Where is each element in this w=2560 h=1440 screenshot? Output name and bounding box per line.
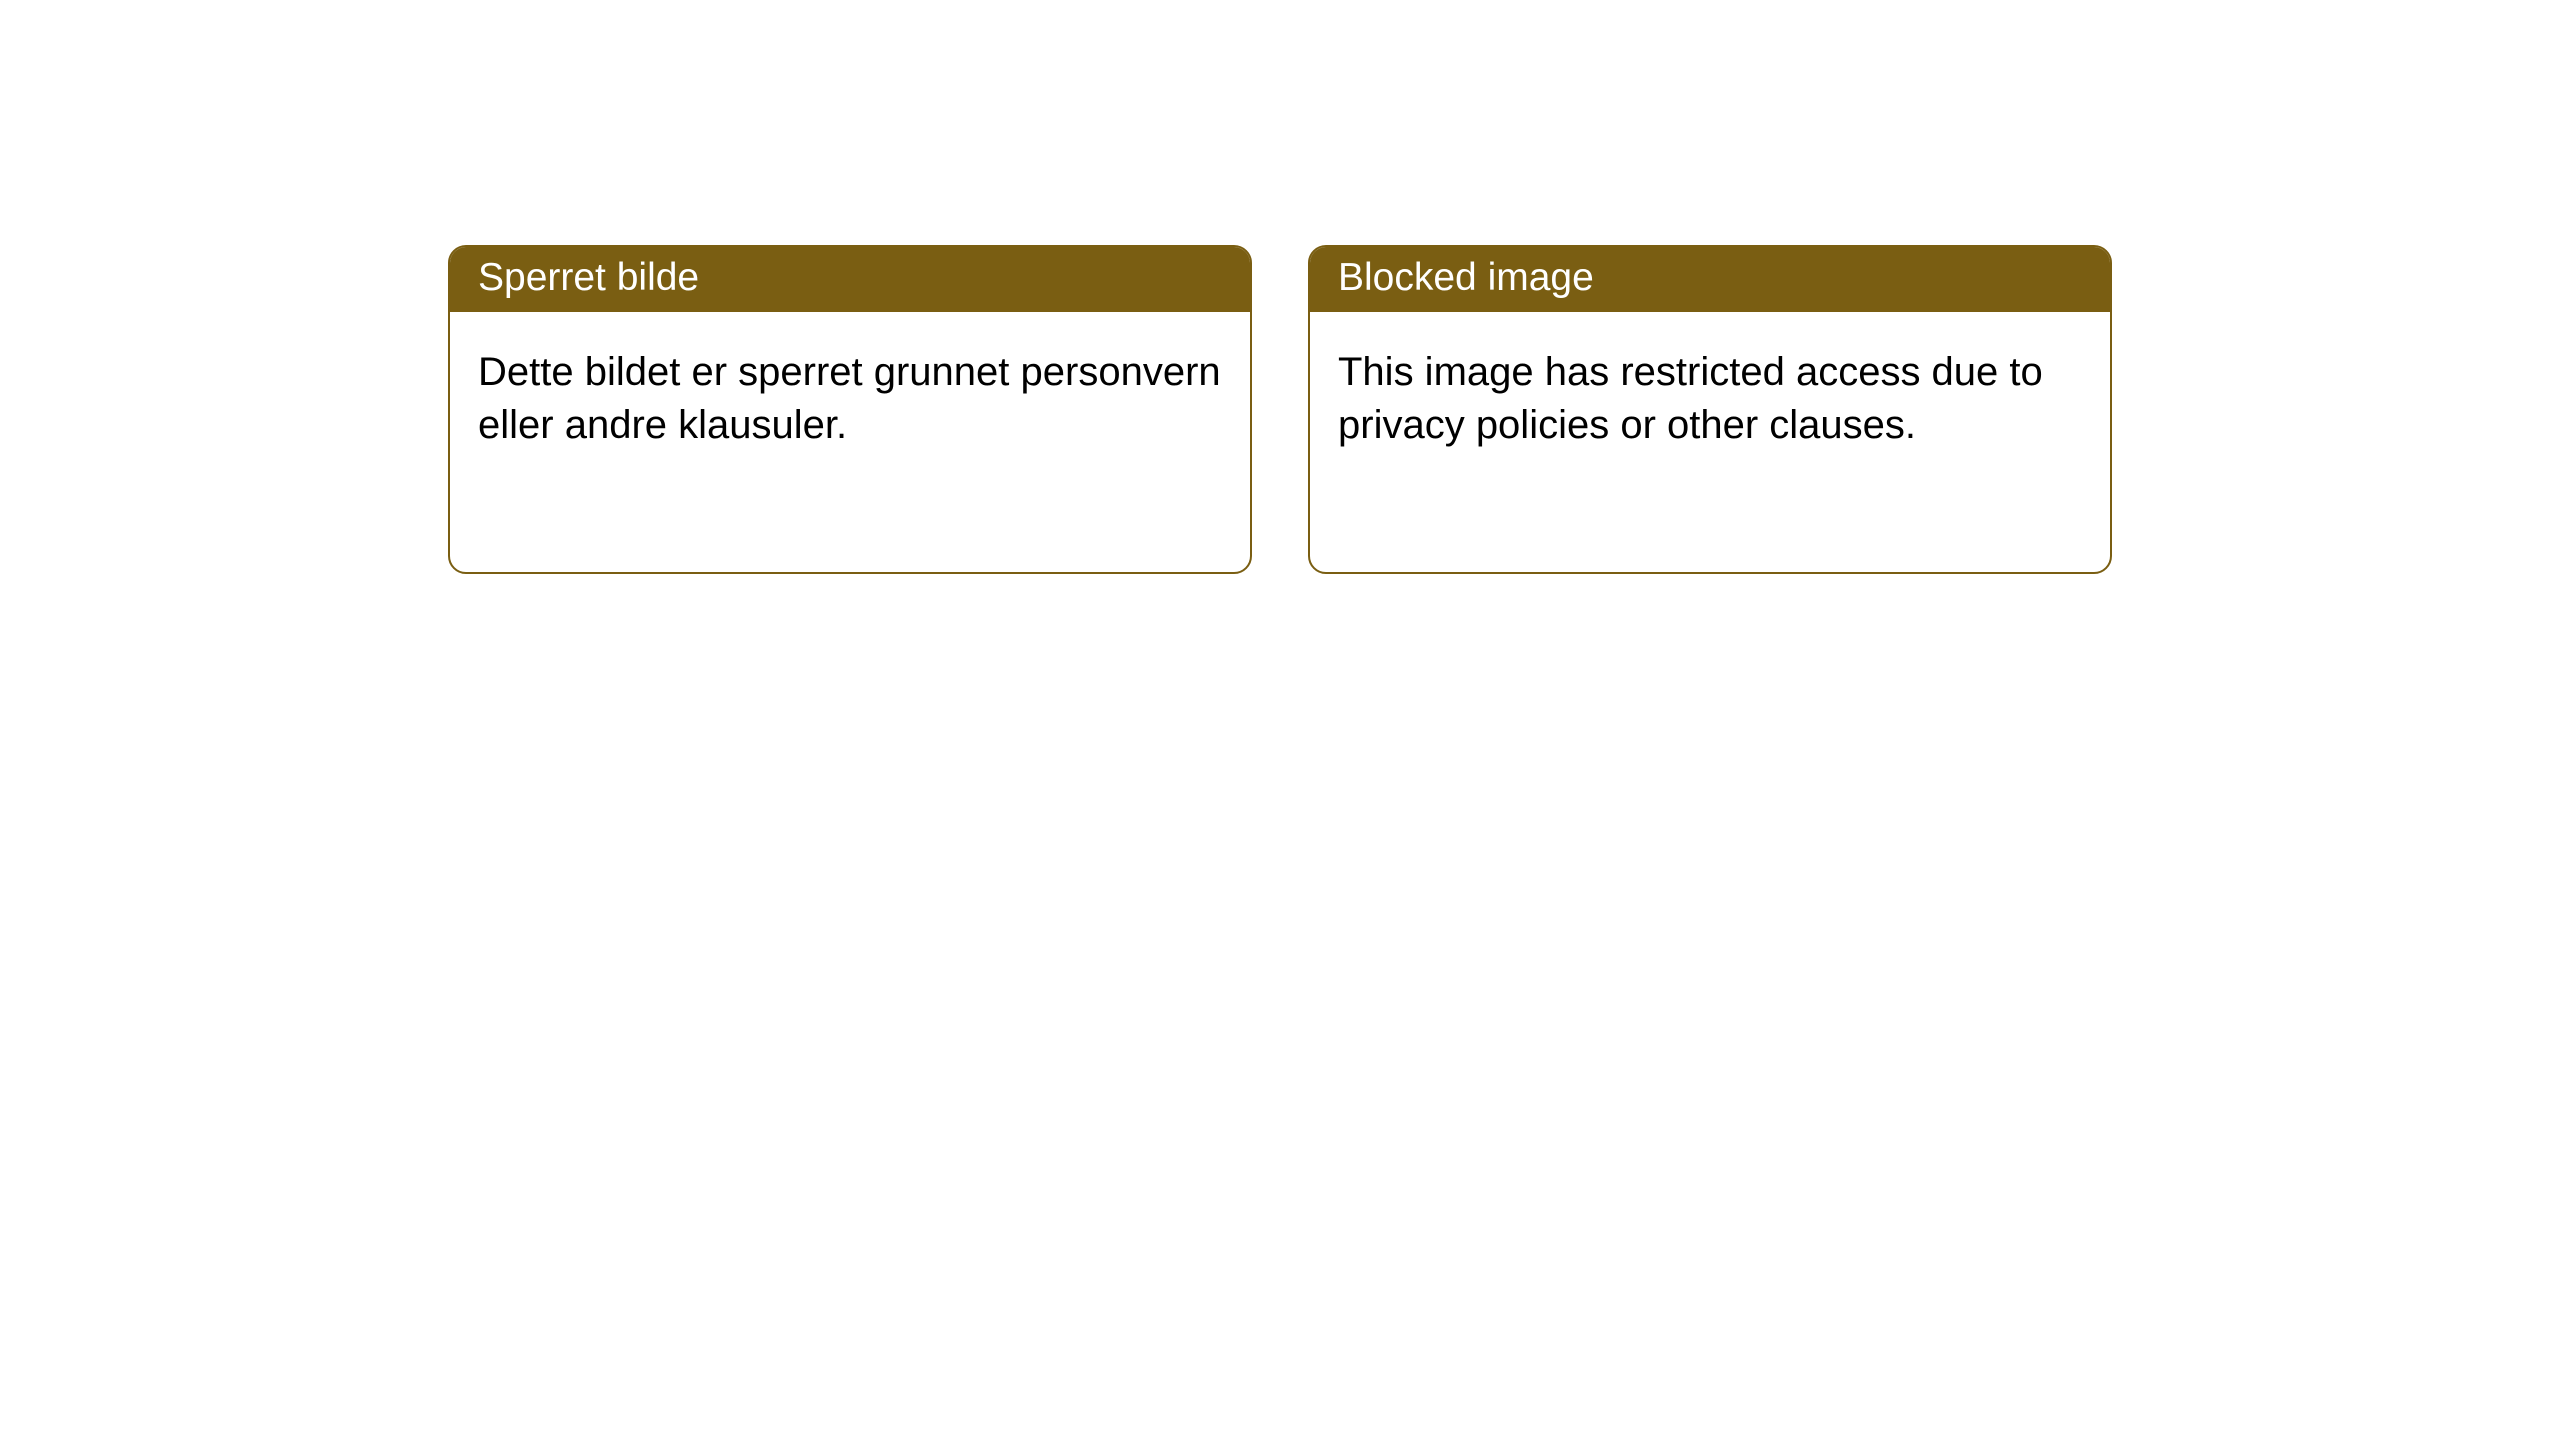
notice-body-en: This image has restricted access due to … xyxy=(1310,312,2110,572)
notice-header-no: Sperret bilde xyxy=(450,247,1250,312)
notice-card-no: Sperret bilde Dette bildet er sperret gr… xyxy=(448,245,1252,574)
notice-container: Sperret bilde Dette bildet er sperret gr… xyxy=(0,0,2560,574)
notice-body-no: Dette bildet er sperret grunnet personve… xyxy=(450,312,1250,572)
notice-card-en: Blocked image This image has restricted … xyxy=(1308,245,2112,574)
notice-header-en: Blocked image xyxy=(1310,247,2110,312)
